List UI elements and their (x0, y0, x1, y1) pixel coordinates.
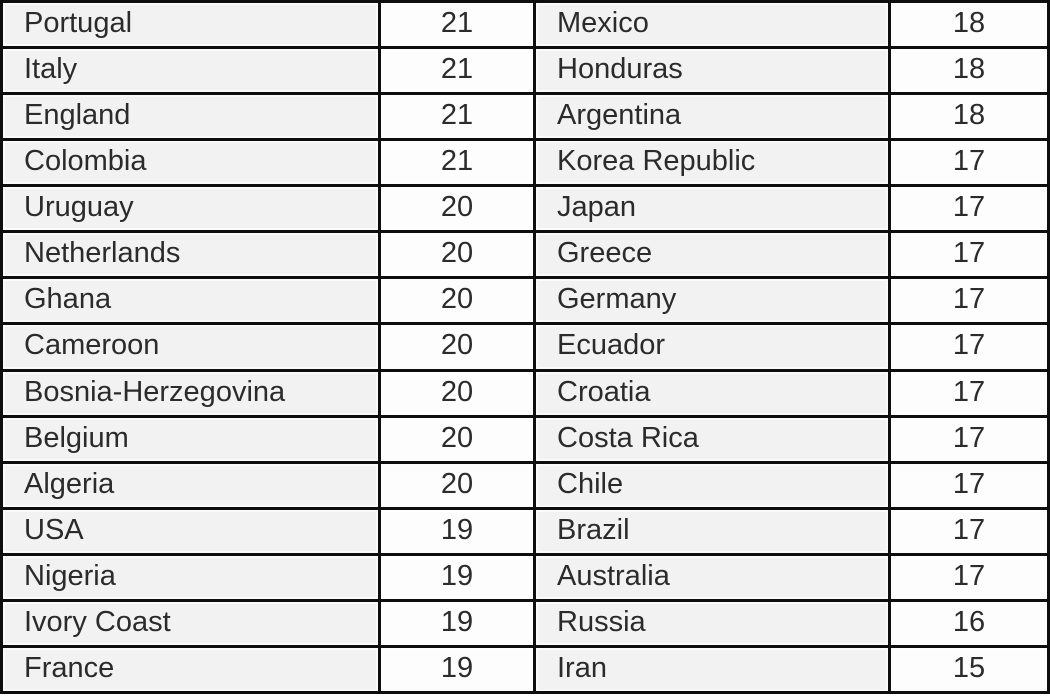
value-cell: 17 (888, 230, 1050, 280)
country-name-cell: Ghana (0, 276, 381, 326)
country-name-cell: Italy (0, 46, 381, 96)
country-name-cell: Mexico (533, 0, 891, 50)
table-row: England 21 Argentina 18 (0, 92, 1050, 142)
country-name-cell: France (0, 644, 381, 695)
value-cell: 15 (888, 644, 1050, 695)
value-cell: 20 (378, 322, 536, 372)
value-cell: 18 (888, 0, 1050, 50)
value-cell: 16 (888, 598, 1050, 648)
value-cell: 17 (888, 414, 1050, 464)
country-name-cell: Russia (533, 598, 891, 648)
country-name-cell: Colombia (0, 138, 381, 188)
value-cell: 21 (378, 138, 536, 188)
value-cell: 19 (378, 506, 536, 556)
country-name-cell: Japan (533, 184, 891, 234)
country-name-cell: Nigeria (0, 552, 381, 602)
table-row: Bosnia-Herzegovina 20 Croatia 17 (0, 368, 1050, 418)
value-cell: 21 (378, 0, 536, 50)
country-name-cell: Algeria (0, 460, 381, 510)
country-name-cell: Brazil (533, 506, 891, 556)
country-name-cell: Chile (533, 460, 891, 510)
table-row: Cameroon 20 Ecuador 17 (0, 322, 1050, 372)
table-row: Uruguay 20 Japan 17 (0, 184, 1050, 234)
value-cell: 20 (378, 368, 536, 418)
table-row: Italy 21 Honduras 18 (0, 46, 1050, 96)
value-cell: 17 (888, 552, 1050, 602)
table-row: Nigeria 19 Australia 17 (0, 552, 1050, 602)
value-cell: 20 (378, 414, 536, 464)
country-name-cell: Belgium (0, 414, 381, 464)
country-name-cell: Cameroon (0, 322, 381, 372)
country-name-cell: Germany (533, 276, 891, 326)
country-name-cell: Croatia (533, 368, 891, 418)
country-name-cell: Korea Republic (533, 138, 891, 188)
value-cell: 20 (378, 184, 536, 234)
value-cell: 20 (378, 230, 536, 280)
value-cell: 20 (378, 276, 536, 326)
country-name-cell: Ivory Coast (0, 598, 381, 648)
value-cell: 17 (888, 138, 1050, 188)
country-name-cell: Portugal (0, 0, 381, 50)
table-row: Algeria 20 Chile 17 (0, 460, 1050, 510)
value-cell: 17 (888, 506, 1050, 556)
value-cell: 17 (888, 368, 1050, 418)
value-cell: 19 (378, 644, 536, 695)
value-cell: 17 (888, 184, 1050, 234)
table-row: Colombia 21 Korea Republic 17 (0, 138, 1050, 188)
country-name-cell: USA (0, 506, 381, 556)
country-name-cell: Iran (533, 644, 891, 695)
value-cell: 17 (888, 322, 1050, 372)
country-name-cell: Bosnia-Herzegovina (0, 368, 381, 418)
table-row: USA 19 Brazil 17 (0, 506, 1050, 556)
table-row: Ghana 20 Germany 17 (0, 276, 1050, 326)
value-cell: 21 (378, 46, 536, 96)
country-name-cell: Greece (533, 230, 891, 280)
value-cell: 17 (888, 460, 1050, 510)
country-name-cell: Australia (533, 552, 891, 602)
country-name-cell: England (0, 92, 381, 142)
table-row: Ivory Coast 19 Russia 16 (0, 598, 1050, 648)
table-row: France 19 Iran 15 (0, 644, 1050, 695)
value-cell: 18 (888, 46, 1050, 96)
country-name-cell: Uruguay (0, 184, 381, 234)
table-row: Belgium 20 Costa Rica 17 (0, 414, 1050, 464)
table-row: Portugal 21 Mexico 18 (0, 0, 1050, 50)
table-row: Netherlands 20 Greece 17 (0, 230, 1050, 280)
value-cell: 21 (378, 92, 536, 142)
country-name-cell: Costa Rica (533, 414, 891, 464)
country-name-cell: Ecuador (533, 322, 891, 372)
country-name-cell: Honduras (533, 46, 891, 96)
country-name-cell: Argentina (533, 92, 891, 142)
value-cell: 19 (378, 552, 536, 602)
value-cell: 20 (378, 460, 536, 510)
country-name-cell: Netherlands (0, 230, 381, 280)
value-cell: 17 (888, 276, 1050, 326)
value-cell: 18 (888, 92, 1050, 142)
value-cell: 19 (378, 598, 536, 648)
